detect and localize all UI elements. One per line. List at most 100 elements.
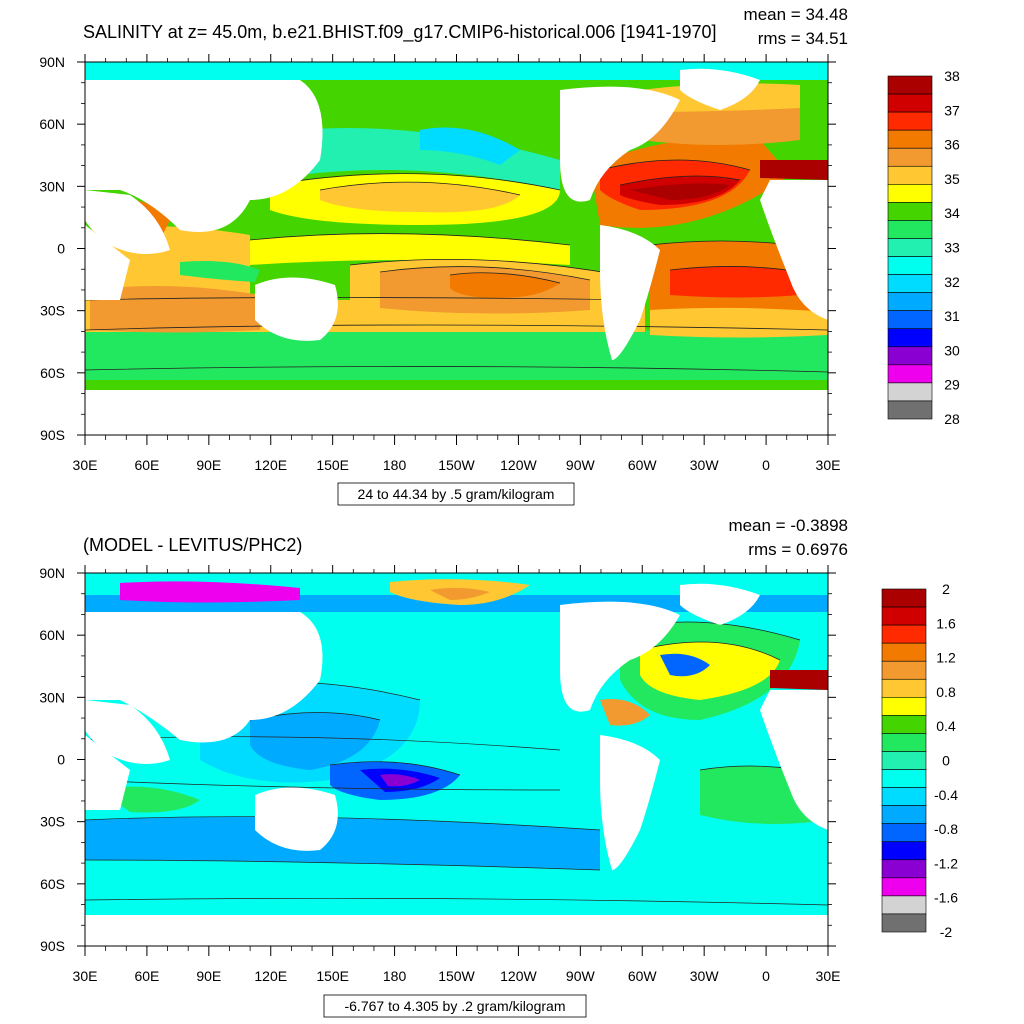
x-tick-label: 60W <box>628 968 658 984</box>
greenland-land <box>680 583 760 625</box>
south-america-land <box>600 225 660 360</box>
colorbar-swatch <box>887 238 933 257</box>
arctic-positive-core <box>430 587 490 600</box>
colorbar-swatch <box>881 588 927 608</box>
antarctica-land <box>85 915 828 946</box>
colorbar-swatch <box>881 751 927 770</box>
colorbar-swatch <box>887 202 933 221</box>
x-tick-label: 180 <box>383 968 407 984</box>
colorbar-swatch <box>887 328 933 348</box>
africa-east-land <box>85 225 130 300</box>
y-tick-label: 60N <box>39 627 65 643</box>
subpolar-atlantic <box>640 103 800 145</box>
x-tick-label: 30W <box>690 457 720 473</box>
colorbar-swatch <box>887 346 933 366</box>
y-tick-label: 90S <box>40 938 65 954</box>
x-tick-label: 30E <box>73 968 98 984</box>
eurasia-land <box>85 612 323 743</box>
x-tick-label: 120E <box>254 457 287 473</box>
x-tick-label: 60W <box>628 457 658 473</box>
colorbar-label: 35 <box>944 171 960 187</box>
south-america-land <box>600 735 660 870</box>
arctic-negative-max <box>120 581 300 603</box>
colorbar-label: 0.8 <box>936 684 956 700</box>
contour-info: 24 to 44.34 by .5 gram/kilogram <box>358 486 555 502</box>
wp-negative-core <box>250 712 380 770</box>
axes: 30E 60E 90E 120E 150E 180 150W 120W 90W 60W 30W 0 30… <box>39 54 840 473</box>
np-gyre-inner <box>320 182 520 213</box>
sa-south <box>650 307 828 338</box>
colorbar-swatch <box>881 697 927 716</box>
colorbar-swatch <box>881 805 927 824</box>
mean-stat: mean = -0.3898 <box>728 516 848 535</box>
greenland-land <box>680 68 760 110</box>
x-tick-label: 0 <box>762 968 770 984</box>
x-tick-label: 0 <box>762 457 770 473</box>
north-america-land <box>560 86 680 202</box>
mediterranean <box>770 670 828 690</box>
x-tick-label: 150W <box>438 968 475 984</box>
x-tick-label: 180 <box>383 457 407 473</box>
antarctica-land <box>85 390 828 435</box>
colorbar-label: -2 <box>940 924 953 940</box>
colorbar-swatch <box>887 165 933 185</box>
sa-core <box>670 266 800 298</box>
colorbar-swatch <box>887 274 933 293</box>
colorbar-label: 29 <box>944 377 960 393</box>
india-land <box>85 190 170 254</box>
africa-east-land <box>85 735 130 810</box>
colorbar-label: -0.4 <box>934 787 958 803</box>
x-tick-label: 30W <box>690 968 720 984</box>
colorbar-swatch <box>881 678 927 698</box>
colorbar-swatch <box>887 220 933 239</box>
colorbar-label: 33 <box>944 240 960 256</box>
colorbar-label: 30 <box>944 342 960 358</box>
colorbar-swatch <box>887 93 933 113</box>
difference-field <box>85 573 828 946</box>
colorbar-swatch <box>887 184 933 203</box>
x-tick-label: 90E <box>196 457 221 473</box>
colorbar-swatch <box>887 75 933 95</box>
salinity-field <box>85 62 828 435</box>
colorbar-swatch <box>881 715 927 734</box>
colorbar-label: 0.4 <box>936 718 956 734</box>
y-tick-label: 90N <box>39 54 65 70</box>
x-tick-label: 150E <box>316 457 349 473</box>
land-masses <box>85 68 828 435</box>
colorbar-swatch <box>887 310 933 330</box>
arctic-band <box>85 62 828 80</box>
colorbar-label: 28 <box>944 411 960 427</box>
axes: 30E 60E 90E 120E 150E 180 150W 120W 90W 60W 30W 0 30… <box>39 565 840 984</box>
eurasia-land <box>85 80 323 232</box>
southern-negative <box>85 816 600 870</box>
na-negative-eddy <box>660 653 710 677</box>
mean-stat: mean = 34.48 <box>744 5 848 24</box>
x-tick-label: 120W <box>500 968 537 984</box>
y-tick-label: 0 <box>57 752 65 768</box>
colorbar-swatch <box>887 382 933 402</box>
colorbar-swatch <box>881 841 927 861</box>
colorbar-swatch <box>881 895 927 915</box>
colorbar: 2 1.6 1.2 0.8 0.4 0 -0.4 -0.8 -1.2 -1.6 -2 <box>881 581 958 940</box>
x-tick-label: 120W <box>500 457 537 473</box>
africa-west-land <box>760 690 828 830</box>
x-tick-label: 150W <box>438 457 475 473</box>
india-land <box>85 700 170 764</box>
mediterranean <box>760 160 828 180</box>
colorbar-label: 1.2 <box>936 650 956 666</box>
y-tick-label: 30N <box>39 689 65 705</box>
colorbar-swatch <box>887 129 933 149</box>
y-tick-label: 90S <box>40 427 65 443</box>
land-masses <box>85 583 828 946</box>
colorbar-swatch <box>881 877 927 897</box>
na-max <box>630 183 730 200</box>
colorbar-swatch <box>881 624 927 644</box>
colorbar-label: -0.8 <box>934 821 958 837</box>
y-tick-label: 60S <box>40 876 65 892</box>
x-tick-label: 90E <box>196 968 221 984</box>
colorbar-label: 31 <box>944 308 960 324</box>
colorbar-label: -1.6 <box>934 890 958 906</box>
colorbar-label: 1.6 <box>936 615 956 631</box>
eq-pacific <box>250 233 570 265</box>
